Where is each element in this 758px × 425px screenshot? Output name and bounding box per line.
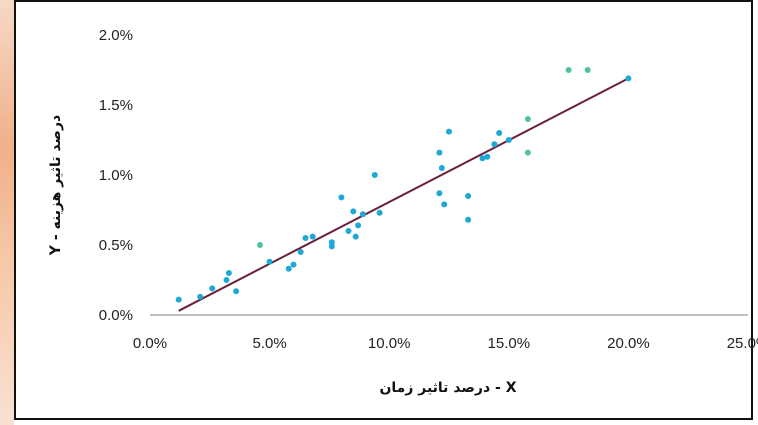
data-point [491,141,498,148]
y-tick-label: 1.5% [99,97,133,114]
data-point [225,270,232,276]
data-point [441,201,448,208]
data-point [376,209,383,216]
y-tick-label: 0.5% [99,237,133,254]
data-point [233,288,240,295]
data-point [359,211,366,218]
data-point [328,243,335,250]
data-point [524,149,531,156]
data-point [524,116,531,122]
data-point [505,137,512,143]
data-point [565,67,572,73]
trendline-group [178,77,629,312]
data-point [223,277,230,283]
y-tick-label: 0.0% [99,307,133,324]
data-point [438,165,445,171]
x-tick-label: 0.0% [133,335,167,352]
x-tick-label: 25.0% [727,335,758,352]
data-point [484,153,491,160]
x-tick-labels: 0.0% 5.0% 10.0% 15.0% 20.0% 25.0% [133,335,758,352]
data-point [352,233,359,240]
data-point [328,239,335,246]
x-tick-label: 15.0% [488,335,531,352]
x-tick-label: 5.0% [252,335,286,352]
data-point [350,208,357,215]
data-point [625,75,632,82]
data-point [338,194,345,201]
data-point [446,128,452,135]
data-point [496,130,503,136]
data-point [355,222,362,229]
data-point [465,216,472,223]
x-axis-title: درصد تاثیر زمان - X [379,380,516,396]
data-point [436,190,443,197]
data-point [257,242,263,248]
data-point [465,193,472,199]
data-points [175,67,632,303]
data-point [345,228,352,234]
data-point [309,233,316,240]
data-point [479,155,486,162]
chart-frame [14,0,753,420]
x-tick-label: 20.0% [607,335,650,352]
y-tick-label: 2.0% [99,27,133,44]
trendline [178,77,629,312]
background-strip [0,0,14,425]
y-tick-label: 1.0% [99,167,133,184]
data-point [209,285,216,292]
data-point [285,265,292,272]
data-point [436,149,443,156]
data-point [297,249,304,255]
data-point [371,172,378,178]
y-axis-title: Y - درصد تاثیر هزینه [48,115,64,256]
y-tick-labels: 0.0% 0.5% 1.0% 1.5% 2.0% [99,27,133,324]
data-point [175,296,182,303]
data-point [197,293,204,300]
x-tick-label: 10.0% [368,335,411,352]
data-point [584,67,591,73]
data-point [266,258,273,265]
data-point [302,235,309,241]
data-point [290,261,297,268]
